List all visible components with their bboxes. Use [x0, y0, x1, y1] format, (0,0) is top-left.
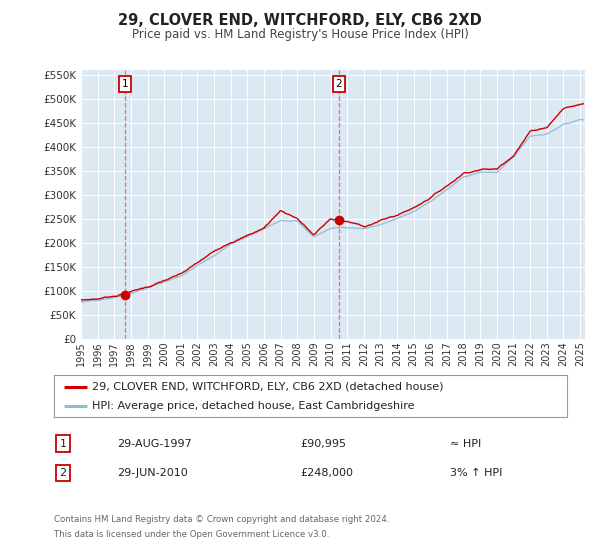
Text: 3% ↑ HPI: 3% ↑ HPI — [450, 468, 502, 478]
Text: HPI: Average price, detached house, East Cambridgeshire: HPI: Average price, detached house, East… — [92, 402, 415, 411]
Text: 29-JUN-2010: 29-JUN-2010 — [117, 468, 188, 478]
Text: £90,995: £90,995 — [300, 438, 346, 449]
Text: 2: 2 — [59, 468, 67, 478]
Text: 2: 2 — [335, 80, 342, 90]
Text: Price paid vs. HM Land Registry's House Price Index (HPI): Price paid vs. HM Land Registry's House … — [131, 28, 469, 41]
Text: 29, CLOVER END, WITCHFORD, ELY, CB6 2XD: 29, CLOVER END, WITCHFORD, ELY, CB6 2XD — [118, 13, 482, 28]
Text: Contains HM Land Registry data © Crown copyright and database right 2024.: Contains HM Land Registry data © Crown c… — [54, 515, 389, 524]
Text: 29-AUG-1997: 29-AUG-1997 — [117, 438, 192, 449]
Text: ≈ HPI: ≈ HPI — [450, 438, 481, 449]
Text: 29, CLOVER END, WITCHFORD, ELY, CB6 2XD (detached house): 29, CLOVER END, WITCHFORD, ELY, CB6 2XD … — [92, 382, 444, 392]
Text: 1: 1 — [122, 80, 128, 90]
Text: 1: 1 — [59, 438, 67, 449]
Text: £248,000: £248,000 — [300, 468, 353, 478]
Text: This data is licensed under the Open Government Licence v3.0.: This data is licensed under the Open Gov… — [54, 530, 329, 539]
